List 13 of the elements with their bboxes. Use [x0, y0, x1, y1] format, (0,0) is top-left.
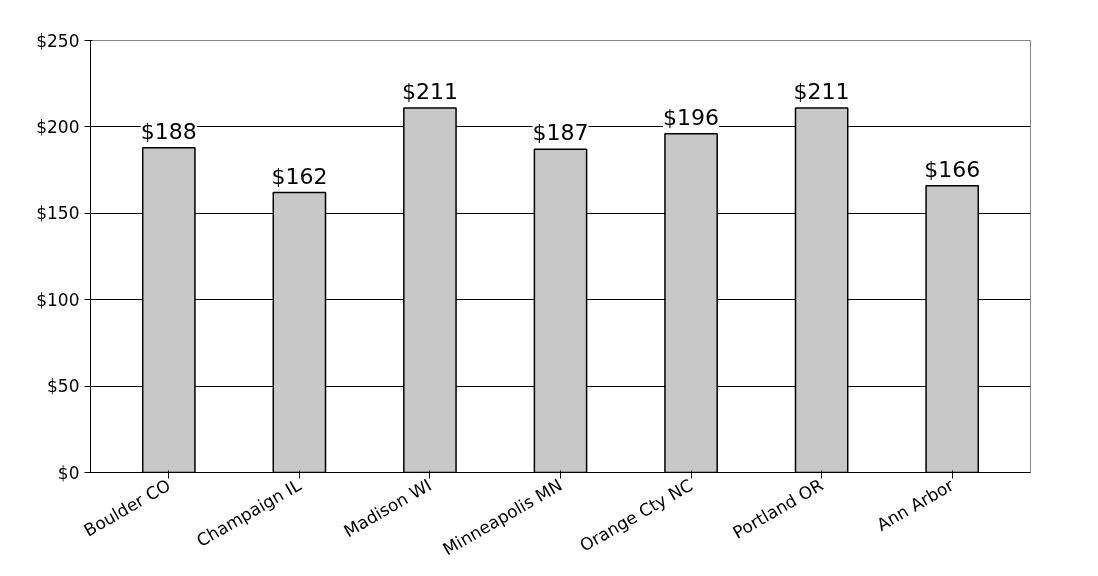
- y-tick-label: $150: [36, 203, 80, 224]
- data-label: $188: [140, 118, 197, 144]
- data-label: $162: [271, 163, 328, 189]
- y-tick-label: $100: [36, 289, 80, 310]
- data-label: $166: [924, 156, 981, 182]
- y-tick-label: $250: [36, 30, 80, 51]
- data-label: $211: [401, 78, 458, 104]
- data-label: $196: [663, 104, 720, 130]
- y-tick-label: $200: [36, 116, 80, 137]
- y-tick-label: $50: [47, 376, 80, 397]
- data-label: $211: [793, 78, 850, 104]
- data-label: $187: [532, 120, 589, 146]
- y-tick-label: $0: [57, 462, 80, 483]
